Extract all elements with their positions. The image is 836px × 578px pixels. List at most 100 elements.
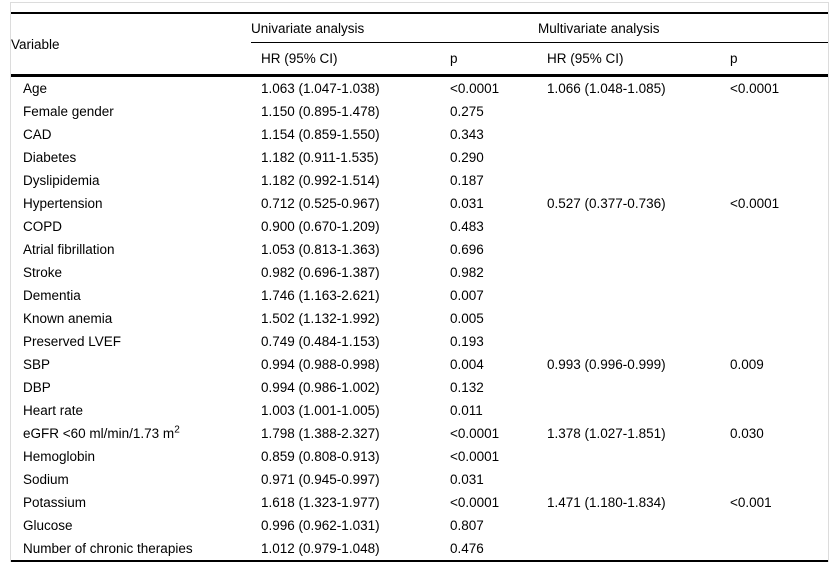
multivariate-p-cell: 0.030 xyxy=(730,426,764,441)
multivariate-p-cell xyxy=(721,537,828,561)
univariate-hr-cell: 1.502 (1.132-1.992) xyxy=(261,311,380,326)
multivariate-hr-cell: 0.527 (0.377-0.736) xyxy=(547,196,666,211)
variable-cell: Stroke xyxy=(23,265,63,280)
table-row: Sodium 0.971 (0.945-0.997) 0.031 xyxy=(11,468,828,491)
univariate-p-cell: 0.476 xyxy=(450,541,484,556)
variable-cell: Known anemia xyxy=(23,311,113,326)
multivariate-p-cell xyxy=(721,514,828,537)
table-row: Hemoglobin 0.859 (0.808-0.913) <0.0001 xyxy=(11,445,828,468)
variable-cell: Dyslipidemia xyxy=(23,173,100,188)
column-header-variable: Variable xyxy=(11,13,251,77)
univariate-p-cell: 0.005 xyxy=(450,311,484,326)
variable-cell: COPD xyxy=(23,219,63,234)
multivariate-p-cell xyxy=(721,307,828,330)
table-header: Variable Univariate analysis Multivariat… xyxy=(11,13,829,77)
univariate-p-cell: <0.0001 xyxy=(450,495,500,510)
variable-cell: Potassium xyxy=(23,495,87,510)
variable-cell: Glucose xyxy=(23,518,73,533)
multivariate-hr-cell: 1.066 (1.048-1.085) xyxy=(547,81,666,96)
univariate-p-cell: 0.187 xyxy=(450,173,484,188)
univariate-p-cell: 0.290 xyxy=(450,150,484,165)
multivariate-hr-cell xyxy=(538,307,721,330)
univariate-p-cell: 0.193 xyxy=(450,334,484,349)
table-row: Dementia 1.746 (1.163-2.621) 0.007 xyxy=(11,284,828,307)
multivariate-p-cell: <0.0001 xyxy=(730,81,780,96)
univariate-p-cell: <0.0001 xyxy=(450,449,500,464)
multivariate-hr-cell xyxy=(538,376,721,399)
univariate-hr-cell: 0.712 (0.525-0.967) xyxy=(261,196,380,211)
univariate-hr-cell: 1.063 (1.047-1.038) xyxy=(261,81,380,96)
multivariate-hr-cell xyxy=(538,514,721,537)
variable-cell: Hemoglobin xyxy=(23,449,96,464)
univariate-hr-cell: 0.749 (0.484-1.153) xyxy=(261,334,380,349)
univariate-hr-cell: 0.994 (0.988-0.998) xyxy=(261,357,380,372)
multivariate-p-cell xyxy=(721,399,828,422)
column-header-univariate-p: p xyxy=(441,42,538,77)
multivariate-hr-cell xyxy=(538,100,721,123)
univariate-p-cell: 0.696 xyxy=(450,242,484,257)
table-row: Dyslipidemia 1.182 (0.992-1.514) 0.187 xyxy=(11,169,828,192)
univariate-hr-cell: 1.798 (1.388-2.327) xyxy=(261,426,380,441)
table-row: Potassium 1.618 (1.323-1.977) <0.0001 1.471… xyxy=(11,491,828,514)
multivariate-hr-cell xyxy=(538,330,721,353)
univariate-hr-cell: 1.012 (0.979-1.048) xyxy=(261,541,380,556)
superscript: 2 xyxy=(174,424,180,436)
multivariate-p-cell xyxy=(721,445,828,468)
univariate-p-cell: <0.0001 xyxy=(450,81,500,96)
variable-cell: CAD xyxy=(23,127,52,142)
table-row: Heart rate 1.003 (1.001-1.005) 0.011 xyxy=(11,399,828,422)
column-group-univariate-analysis: Univariate analysis xyxy=(251,13,538,43)
univariate-p-cell: 0.807 xyxy=(450,518,484,533)
univariate-hr-cell: 1.182 (0.992-1.514) xyxy=(261,173,380,188)
univariate-p-cell: 0.031 xyxy=(450,196,484,211)
table-row: Preserved LVEF 0.749 (0.484-1.153) 0.193 xyxy=(11,330,828,353)
table-row: DBP 0.994 (0.986-1.002) 0.132 xyxy=(11,376,828,399)
univariate-hr-cell: 0.971 (0.945-0.997) xyxy=(261,472,380,487)
analysis-results-table: Variable Univariate analysis Multivariat… xyxy=(11,12,829,562)
column-header-univariate-hr: HR (95% CI) xyxy=(251,42,441,77)
table-row: Glucose 0.996 (0.962-1.031) 0.807 xyxy=(11,514,828,537)
multivariate-p-cell xyxy=(721,238,828,261)
variable-cell: eGFR <60 ml/min/1.73 m2 xyxy=(23,424,180,441)
multivariate-p-cell xyxy=(721,123,828,146)
table-row: Known anemia 1.502 (1.132-1.992) 0.005 xyxy=(11,307,828,330)
multivariate-p-cell xyxy=(721,100,828,123)
column-header-multivariate-hr: HR (95% CI) xyxy=(538,42,721,77)
univariate-hr-cell: 1.182 (0.911-1.535) xyxy=(261,150,379,165)
variable-cell: Preserved LVEF xyxy=(23,334,122,349)
univariate-p-cell: 0.132 xyxy=(450,380,484,395)
table-group-header-row: Variable Univariate analysis Multivariat… xyxy=(11,13,829,77)
univariate-hr-cell: 0.982 (0.696-1.387) xyxy=(261,265,380,280)
variable-cell: Female gender xyxy=(23,104,114,119)
variable-cell: DBP xyxy=(23,380,51,395)
table-row: COPD 0.900 (0.670-1.209) 0.483 xyxy=(11,215,828,238)
multivariate-p-cell: <0.0001 xyxy=(730,196,780,211)
multivariate-hr-cell xyxy=(538,537,721,561)
column-group-multivariate-analysis: Multivariate analysis xyxy=(538,13,829,43)
univariate-hr-cell: 0.900 (0.670-1.209) xyxy=(261,219,380,234)
multivariate-p-cell: 0.009 xyxy=(730,357,764,372)
table-row: eGFR <60 ml/min/1.73 m2 1.798 (1.388-2.32… xyxy=(11,422,828,445)
univariate-p-cell: 0.483 xyxy=(450,219,484,234)
univariate-hr-cell: 0.996 (0.962-1.031) xyxy=(261,518,380,533)
variable-cell: Atrial fibrillation xyxy=(23,242,115,257)
univariate-hr-cell: 1.618 (1.323-1.977) xyxy=(261,495,380,510)
table-row: Stroke 0.982 (0.696-1.387) 0.982 xyxy=(11,261,828,284)
table-row: SBP 0.994 (0.988-0.998) 0.004 0.993 (0.996-… xyxy=(11,353,828,376)
multivariate-p-cell xyxy=(721,284,828,307)
univariate-hr-cell: 1.003 (1.001-1.005) xyxy=(261,403,380,418)
variable-cell: Hypertension xyxy=(23,196,103,211)
variable-cell: Number of chronic therapies xyxy=(23,541,193,556)
variable-cell: SBP xyxy=(23,357,51,372)
multivariate-p-cell xyxy=(721,330,828,353)
multivariate-hr-cell xyxy=(538,238,721,261)
table-row: Age 1.063 (1.047-1.038) <0.0001 1.066 (1.04… xyxy=(11,76,828,101)
multivariate-hr-cell xyxy=(538,169,721,192)
table-row: Atrial fibrillation 1.053 (0.813-1.363) 0.… xyxy=(11,238,828,261)
multivariate-p-cell xyxy=(721,468,828,491)
multivariate-hr-cell xyxy=(538,399,721,422)
multivariate-hr-cell xyxy=(538,468,721,491)
variable-cell: Age xyxy=(23,81,48,96)
multivariate-p-cell xyxy=(721,146,828,169)
